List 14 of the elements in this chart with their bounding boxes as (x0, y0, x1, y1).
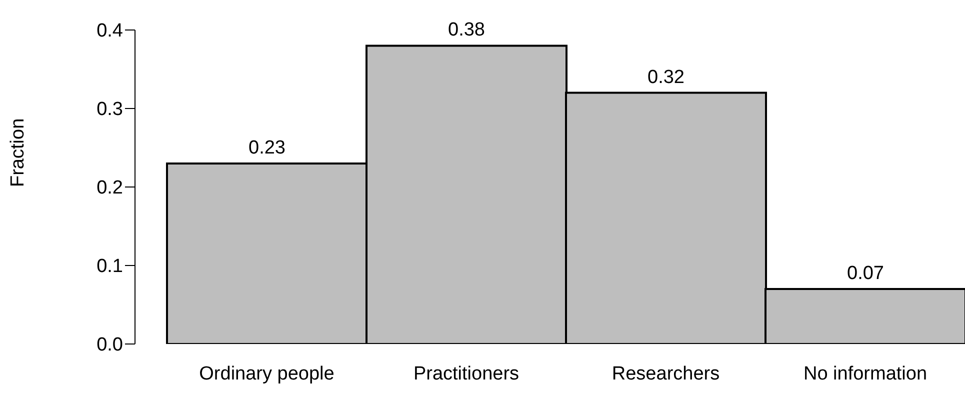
data-label: 0.23 (248, 137, 286, 158)
y-tick-label: 0.1 (96, 256, 123, 278)
x-tick-label: Researchers (612, 363, 720, 384)
y-tick-label: 0.2 (96, 178, 123, 199)
data-label: 0.32 (648, 66, 684, 88)
y-axis-title: Fraction (8, 118, 29, 187)
data-label: 0.07 (847, 263, 884, 284)
y-tick-label: 0.0 (96, 334, 123, 356)
y-tick-label: 0.3 (96, 99, 123, 120)
x-tick-label: Practitioners (413, 363, 520, 384)
y-tick-label: 0.4 (96, 20, 124, 42)
x-tick-label: Ordinary people (199, 363, 334, 384)
x-tick-label: No information (803, 363, 928, 384)
data-label: 0.38 (448, 20, 485, 41)
